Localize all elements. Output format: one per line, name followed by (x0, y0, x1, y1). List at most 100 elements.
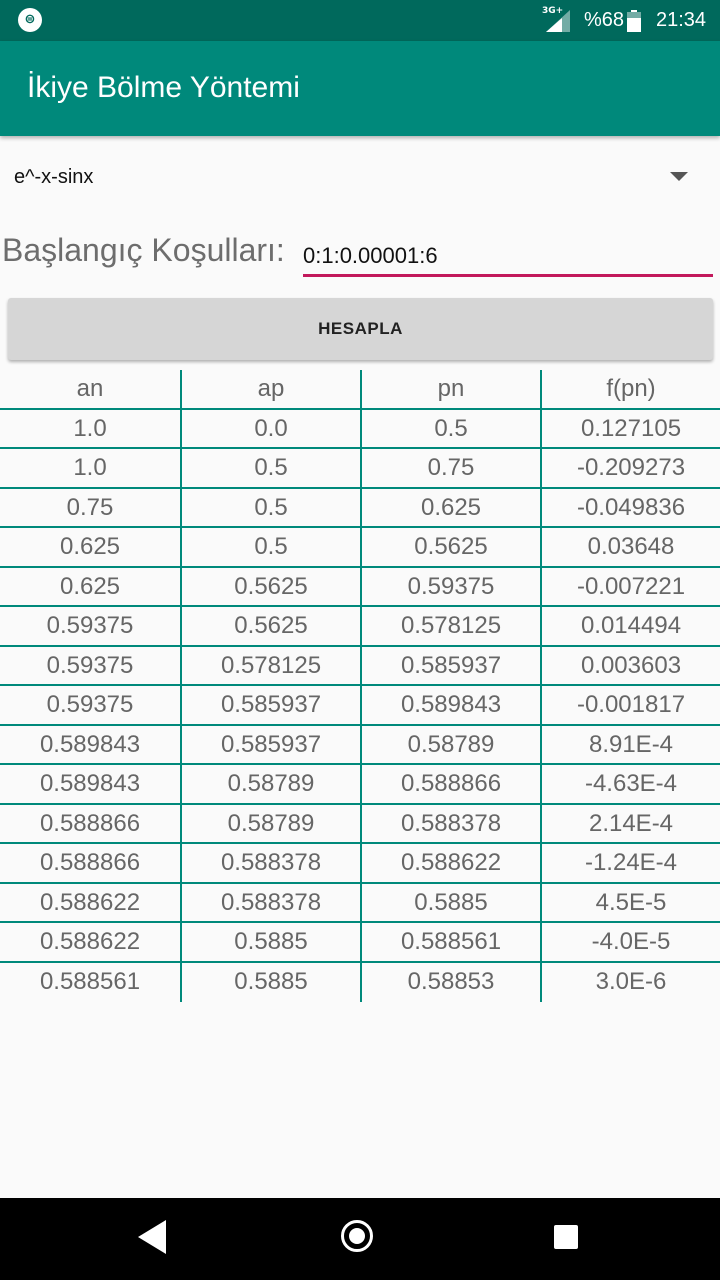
table-cell: -4.63E-4 (540, 765, 720, 803)
back-icon[interactable] (138, 1220, 166, 1254)
table-cell: 0.03648 (540, 528, 720, 566)
table-cell: 1.0 (73, 454, 107, 481)
table-row: 0.588866 0.58789 0.588378 2.14E-4 (0, 804, 720, 844)
table-row: 0.589843 0.58789 0.588866 -4.63E-4 (0, 765, 720, 805)
table-cell: 0.5625 (360, 528, 540, 566)
table-cell: -0.049836 (540, 488, 720, 526)
table-cell: 0.625 (59, 572, 121, 600)
table-cell: 0.588561 (39, 967, 141, 995)
table-cell: 0.75 (66, 493, 114, 521)
table-header-cell: an (76, 375, 104, 402)
table-cell: 0.585937 (180, 725, 360, 763)
table-cell: 2.14E-4 (540, 804, 720, 842)
table-cell: -0.001817 (540, 686, 720, 724)
table-cell: 0.5885 (360, 883, 540, 921)
network-type: 3G+ (542, 6, 564, 16)
signal-icon (546, 10, 570, 32)
recent-apps-icon[interactable] (554, 1225, 578, 1249)
table-cell: 0.588378 (360, 804, 540, 842)
table-row: 0.588622 0.5885 0.588561 -4.0E-5 (0, 923, 720, 963)
hesapla-button[interactable]: HESAPLA (8, 298, 713, 360)
table-cell: 0.59375 (46, 651, 134, 679)
table-cell: 4.5E-5 (540, 883, 720, 921)
table-cell: 0.5 (180, 528, 360, 566)
table-cell: 0.5 (180, 488, 360, 526)
table-cell: 0.578125 (360, 607, 540, 645)
spinner-selected-value: e^-x-sinx (14, 166, 94, 188)
function-spinner[interactable]: e^-x-sinx (0, 150, 720, 206)
table-cell: 0.5885 (180, 962, 360, 1002)
table-cell: -4.0E-5 (540, 923, 720, 961)
table-cell: 0.75 (360, 449, 540, 487)
table-header-cell: ap (180, 370, 360, 408)
table-cell: -0.007221 (540, 567, 720, 605)
table-cell: 0.588866 (39, 809, 141, 837)
table-cell: 0.127105 (540, 409, 720, 447)
table-cell: 0.59375 (46, 612, 134, 639)
app-bar: İkiye Bölme Yöntemi (0, 41, 720, 136)
status-bar: ⊜ 3G+ %68 21:34 (0, 0, 720, 41)
conditions-label: Başlangıç Koşulları: (2, 232, 285, 268)
table-cell: 0.625 (59, 533, 121, 560)
table-cell: 0.59375 (46, 691, 134, 718)
table-cell: 0.588561 (360, 923, 540, 961)
status-clock: 21:34 (656, 9, 707, 31)
app-title: İkiye Bölme Yöntemi (27, 71, 300, 104)
table-row: 0.59375 0.578125 0.585937 0.003603 (0, 646, 720, 686)
table-cell: 0.588866 (360, 765, 540, 803)
table-row: 0.588622 0.588378 0.5885 4.5E-5 (0, 883, 720, 923)
table-cell: 0.58853 (360, 962, 540, 1002)
table-cell: 0.58789 (360, 725, 540, 763)
table-cell: 0.5625 (180, 607, 360, 645)
navigation-bar (0, 1198, 720, 1280)
table-row: 0.59375 0.585937 0.589843 -0.001817 (0, 686, 720, 726)
table-cell: 0.58789 (180, 765, 360, 803)
table-cell: 1.0 (73, 414, 107, 442)
table-cell: 0.5625 (180, 567, 360, 605)
table-cell: 0.59375 (360, 567, 540, 605)
table-header-cell: f(pn) (540, 370, 720, 408)
table-cell: 0.5885 (180, 923, 360, 961)
table-header-row: an ap pn f(pn) (0, 370, 720, 410)
table-header-cell: pn (360, 370, 540, 408)
table-cell: 0.014494 (540, 607, 720, 645)
table-cell: 0.589843 (360, 686, 540, 724)
table-row: 0.589843 0.585937 0.58789 8.91E-4 (0, 725, 720, 765)
battery-percent: %68 (584, 9, 625, 31)
conditions-input[interactable] (303, 238, 713, 277)
table-cell: 0.585937 (360, 646, 540, 684)
table-cell: 0.589843 (39, 770, 141, 797)
results-table: an ap pn f(pn) 1.0 0.0 0.5 0.127105 1.0 0.5 0.75 -0… (0, 370, 720, 1002)
table-row: 0.59375 0.5625 0.578125 0.014494 (0, 607, 720, 647)
table-cell: 0.588622 (39, 888, 141, 916)
table-cell: 0.0 (180, 409, 360, 447)
table-row: 1.0 0.0 0.5 0.127105 (0, 409, 720, 449)
table-cell: 0.625 (360, 488, 540, 526)
home-icon[interactable] (341, 1220, 373, 1252)
table-row: 0.588561 0.5885 0.58853 3.0E-6 (0, 962, 720, 1002)
table-cell: 0.585937 (180, 686, 360, 724)
notification-app-icon: ⊜ (18, 8, 42, 32)
table-cell: 0.58789 (180, 804, 360, 842)
table-row: 0.588866 0.588378 0.588622 -1.24E-4 (0, 844, 720, 884)
table-cell: -0.209273 (540, 449, 720, 487)
table-cell: 0.5 (180, 449, 360, 487)
table-row: 0.625 0.5 0.5625 0.03648 (0, 528, 720, 568)
table-cell: 0.003603 (540, 646, 720, 684)
table-cell: 8.91E-4 (540, 725, 720, 763)
table-cell: -1.24E-4 (540, 844, 720, 882)
table-cell: 3.0E-6 (540, 962, 720, 1002)
table-cell: 0.588866 (39, 849, 141, 876)
table-cell: 0.588378 (180, 883, 360, 921)
table-cell: 0.589843 (39, 730, 141, 758)
table-cell: 0.588378 (180, 844, 360, 882)
dropdown-arrow-icon[interactable] (670, 172, 688, 181)
table-row: 1.0 0.5 0.75 -0.209273 (0, 449, 720, 489)
table-row: 0.75 0.5 0.625 -0.049836 (0, 488, 720, 528)
battery-icon (627, 10, 641, 32)
table-cell: 0.588622 (39, 928, 141, 955)
table-row: 0.625 0.5625 0.59375 -0.007221 (0, 567, 720, 607)
table-cell: 0.588622 (360, 844, 540, 882)
table-cell: 0.5 (360, 409, 540, 447)
table-cell: 0.578125 (180, 646, 360, 684)
